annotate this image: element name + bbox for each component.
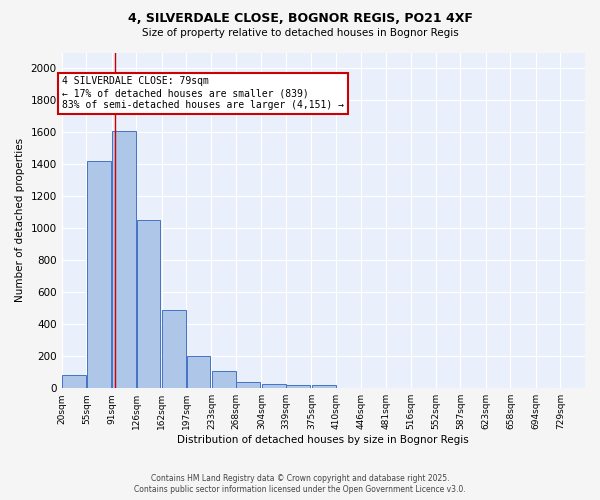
Bar <box>312 386 335 388</box>
Bar <box>112 131 136 388</box>
Text: 4 SILVERDALE CLOSE: 79sqm
← 17% of detached houses are smaller (839)
83% of semi: 4 SILVERDALE CLOSE: 79sqm ← 17% of detac… <box>62 76 344 110</box>
Text: Size of property relative to detached houses in Bognor Regis: Size of property relative to detached ho… <box>142 28 458 38</box>
Bar <box>262 384 286 388</box>
Bar <box>137 220 160 388</box>
Bar <box>162 310 186 388</box>
Text: 4, SILVERDALE CLOSE, BOGNOR REGIS, PO21 4XF: 4, SILVERDALE CLOSE, BOGNOR REGIS, PO21 … <box>128 12 472 26</box>
Bar <box>187 356 211 388</box>
Bar <box>62 376 86 388</box>
Bar <box>286 385 310 388</box>
Bar <box>86 161 110 388</box>
X-axis label: Distribution of detached houses by size in Bognor Regis: Distribution of detached houses by size … <box>178 435 469 445</box>
Text: Contains HM Land Registry data © Crown copyright and database right 2025.
Contai: Contains HM Land Registry data © Crown c… <box>134 474 466 494</box>
Bar <box>236 382 260 388</box>
Y-axis label: Number of detached properties: Number of detached properties <box>15 138 25 302</box>
Bar <box>212 372 236 388</box>
